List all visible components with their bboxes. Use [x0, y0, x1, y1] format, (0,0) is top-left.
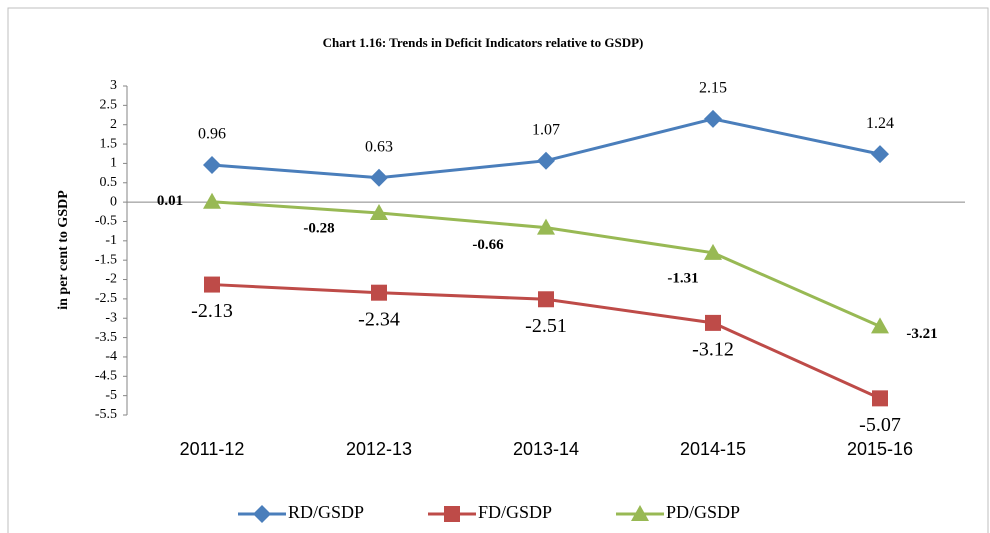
- x-tick-label: 2013-14: [513, 439, 579, 459]
- y-tick-label: -2.5: [95, 291, 117, 306]
- triangle-marker: [704, 243, 722, 260]
- y-tick-label: 1: [110, 156, 117, 171]
- data-label: -2.13: [191, 300, 233, 322]
- triangle-marker: [871, 317, 889, 334]
- data-label: 0.01: [157, 193, 183, 209]
- y-tick-label: -5.5: [95, 407, 117, 422]
- y-tick-label: -2: [105, 272, 117, 287]
- x-tick-label: 2015-16: [847, 439, 913, 459]
- square-marker: [705, 314, 721, 331]
- triangle-marker: [203, 192, 221, 209]
- diamond-marker: [537, 151, 555, 170]
- legend-label: RD/GSDP: [288, 502, 364, 522]
- legend-label: FD/GSDP: [478, 502, 552, 522]
- triangle-marker: [631, 505, 649, 521]
- square-marker: [371, 284, 387, 301]
- diamond-marker: [704, 109, 722, 128]
- data-label: -2.51: [525, 315, 567, 337]
- data-label: 0.96: [198, 126, 226, 143]
- y-axis-label: in per cent to GSDP: [56, 190, 71, 310]
- data-label: -2.34: [358, 308, 400, 330]
- data-label: -0.66: [472, 237, 504, 253]
- data-label: -3.12: [692, 338, 734, 360]
- y-tick-label: 1.5: [100, 136, 118, 151]
- x-tick-label: 2011-12: [180, 439, 245, 459]
- x-tick-label: 2012-13: [346, 439, 412, 459]
- data-label: 1.07: [532, 121, 560, 138]
- data-label: 2.15: [699, 80, 727, 97]
- square-marker: [538, 291, 554, 308]
- square-marker: [204, 276, 220, 293]
- chart-frame: [7, 7, 989, 533]
- triangle-marker: [537, 218, 555, 235]
- square-marker: [444, 506, 460, 522]
- data-label: -3.21: [906, 326, 937, 342]
- y-tick-label: 2.5: [100, 98, 118, 113]
- x-tick-label: 2014-15: [680, 439, 746, 459]
- y-tick-label: 0.5: [100, 175, 118, 190]
- y-tick-label: -1: [105, 233, 117, 248]
- triangle-marker: [370, 203, 388, 220]
- y-tick-label: -3: [105, 310, 117, 325]
- y-tick-label: -4.5: [95, 369, 117, 384]
- data-label: 1.24: [866, 115, 894, 132]
- y-tick-label: 0: [110, 194, 117, 209]
- y-tick-label: -5: [105, 388, 117, 403]
- diamond-marker: [871, 145, 889, 164]
- y-tick-label: 2: [110, 117, 117, 132]
- legend-label: PD/GSDP: [666, 502, 740, 522]
- y-tick-label: -1.5: [95, 252, 117, 267]
- data-label: -1.31: [667, 270, 698, 286]
- y-tick-label: -3.5: [95, 330, 117, 345]
- data-label: 0.63: [365, 138, 393, 155]
- diamond-marker: [203, 155, 221, 174]
- data-label: -5.07: [859, 414, 901, 436]
- square-marker: [872, 390, 888, 407]
- y-tick-label: -0.5: [95, 214, 117, 229]
- diamond-marker: [253, 505, 271, 523]
- chart-title: Chart 1.16: Trends in Deficit Indicators…: [323, 35, 644, 50]
- y-tick-label: -4: [105, 349, 117, 364]
- diamond-marker: [370, 168, 388, 187]
- data-label: -0.28: [303, 220, 334, 236]
- y-tick-label: 3: [110, 78, 117, 93]
